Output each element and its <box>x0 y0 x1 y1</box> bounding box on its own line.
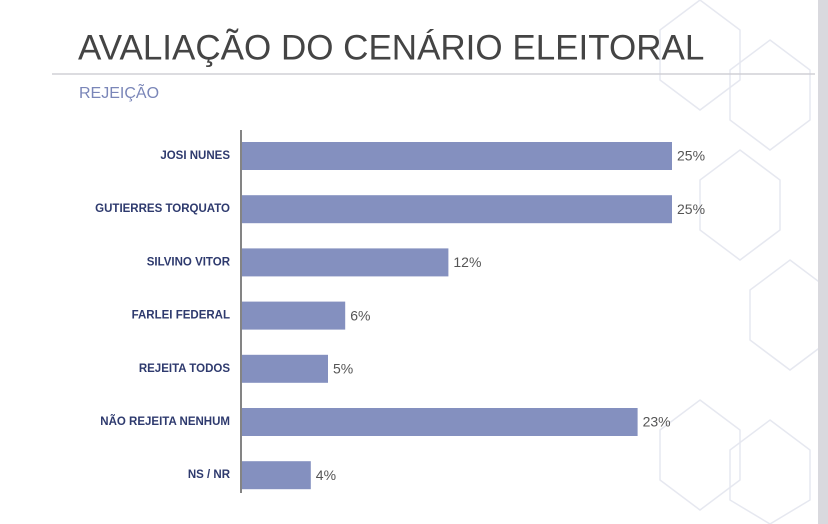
category-label: SILVINO VITOR <box>147 256 231 268</box>
category-label: GUTIERRES TORQUATO <box>95 203 230 215</box>
value-label: 4% <box>316 467 336 483</box>
bar <box>242 195 672 224</box>
value-label: 25% <box>677 201 705 217</box>
value-label: 6% <box>350 307 370 323</box>
bar <box>242 408 638 436</box>
bar <box>242 301 346 330</box>
hex-decoration <box>659 0 828 524</box>
bar <box>242 248 449 277</box>
category-label: JOSI NUNES <box>160 150 230 162</box>
chart-subtitle: REJEIÇÃO <box>79 82 159 102</box>
value-label: 25% <box>677 148 705 164</box>
category-label: NS / NR <box>188 469 231 481</box>
edge-strip <box>818 0 828 524</box>
category-label: FARLEI FEDERAL <box>132 310 230 322</box>
category-label: REJEITA TODOS <box>139 363 230 375</box>
bar <box>242 142 672 170</box>
chart-title: AVALIAÇÃO DO CENÁRIO ELEITORAL <box>78 28 704 67</box>
bar <box>242 461 311 490</box>
category-label: NÃO REJEITA NENHUM <box>100 415 230 428</box>
value-label: 12% <box>453 254 481 270</box>
value-label: 23% <box>643 414 671 430</box>
bar <box>242 354 328 383</box>
value-label: 5% <box>333 361 353 377</box>
